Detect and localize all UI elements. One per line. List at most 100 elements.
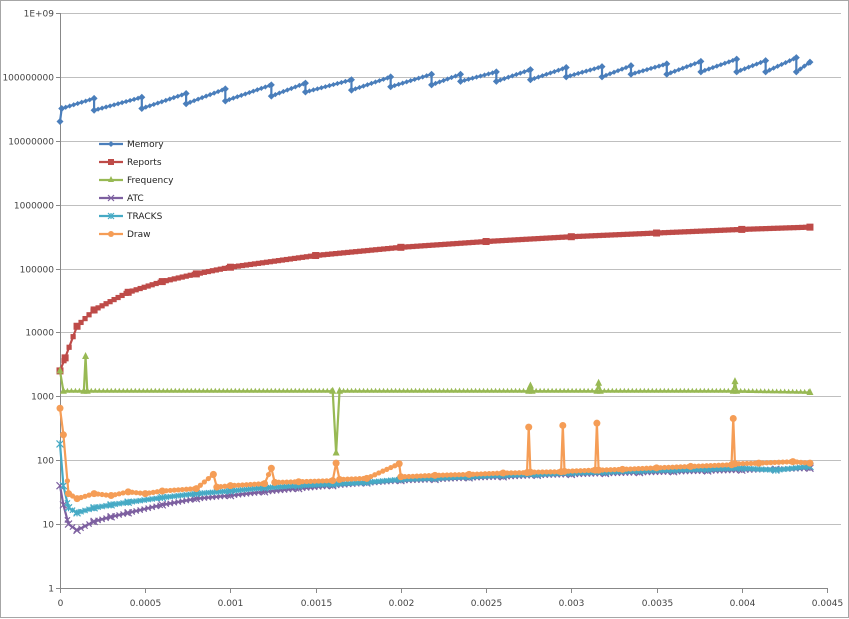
point-marker	[736, 465, 743, 472]
point-marker	[665, 229, 672, 236]
point-marker	[176, 387, 182, 393]
point-marker	[368, 80, 375, 86]
data-point	[332, 448, 340, 456]
point-marker	[325, 251, 331, 257]
point-marker	[651, 465, 658, 471]
point-marker	[791, 56, 797, 62]
point-marker	[641, 387, 647, 393]
point-marker	[589, 467, 596, 473]
point-marker	[72, 387, 78, 393]
point-marker	[107, 299, 113, 305]
point-marker	[143, 104, 149, 110]
point-marker	[368, 473, 374, 480]
point-marker	[417, 387, 423, 393]
point-marker	[112, 492, 118, 498]
y-tick-label: 1000	[31, 393, 54, 403]
point-marker	[507, 237, 513, 243]
point-marker	[303, 254, 310, 260]
point-marker	[725, 387, 731, 393]
point-marker	[329, 251, 335, 257]
legend-label: Memory	[127, 140, 164, 150]
point-marker	[103, 492, 109, 498]
point-marker	[440, 77, 447, 84]
point-marker	[73, 526, 80, 533]
point-marker	[92, 387, 98, 393]
point-marker	[137, 285, 143, 292]
y-tick-label: 10	[43, 521, 55, 531]
point-marker	[296, 82, 302, 89]
point-marker	[700, 463, 706, 469]
point-marker	[221, 265, 227, 271]
point-marker	[239, 262, 246, 269]
point-marker	[520, 470, 526, 476]
point-marker	[418, 243, 424, 249]
data-point	[138, 93, 146, 101]
data-point	[347, 86, 355, 94]
point-marker	[742, 66, 748, 72]
point-marker	[436, 472, 442, 478]
point-marker	[187, 99, 193, 105]
point-marker	[306, 88, 313, 94]
point-marker	[389, 245, 395, 251]
y-tick-label: 10000000	[8, 138, 54, 148]
point-marker	[652, 64, 658, 70]
point-marker	[262, 84, 268, 90]
point-marker	[661, 387, 667, 393]
point-marker	[288, 387, 294, 393]
data-point	[663, 60, 671, 68]
point-marker	[132, 387, 138, 393]
x-tick-label: 0.0005	[130, 599, 162, 609]
point-marker	[535, 235, 541, 242]
point-marker	[412, 76, 418, 83]
point-marker	[619, 66, 625, 72]
point-marker	[486, 471, 492, 477]
point-marker	[485, 71, 492, 77]
point-marker	[758, 59, 764, 66]
data-point	[596, 386, 604, 394]
point-marker	[304, 478, 310, 485]
point-marker	[129, 489, 135, 495]
point-marker	[591, 66, 597, 72]
point-marker	[260, 387, 266, 393]
data-point	[627, 70, 635, 78]
point-marker	[632, 70, 638, 76]
gridlines	[60, 13, 841, 525]
series-reports	[56, 223, 814, 375]
point-marker	[512, 470, 518, 476]
point-marker	[414, 473, 420, 479]
point-marker	[90, 491, 96, 497]
point-marker	[219, 87, 225, 93]
point-marker	[786, 388, 792, 394]
point-marker	[426, 242, 432, 249]
point-marker	[766, 388, 772, 394]
point-marker	[373, 247, 379, 253]
point-marker	[63, 104, 69, 110]
point-marker	[240, 387, 246, 393]
point-marker	[376, 470, 382, 476]
point-marker	[669, 229, 676, 235]
series-line	[58, 355, 810, 455]
point-marker	[91, 95, 97, 102]
point-marker	[623, 64, 629, 71]
point-marker	[123, 290, 129, 296]
point-marker	[791, 225, 797, 231]
point-marker	[608, 467, 614, 473]
point-marker	[525, 67, 531, 73]
point-marker	[718, 62, 724, 68]
point-marker	[318, 85, 325, 91]
point-marker	[696, 463, 702, 469]
point-marker	[643, 465, 650, 471]
point-marker	[426, 472, 432, 479]
point-marker	[794, 459, 800, 465]
point-marker	[772, 459, 778, 466]
point-marker	[211, 90, 217, 96]
point-marker	[601, 387, 607, 393]
point-marker	[697, 387, 703, 393]
point-marker	[215, 88, 221, 95]
point-marker	[729, 227, 736, 233]
point-marker	[533, 387, 539, 393]
point-marker	[322, 84, 329, 90]
point-marker	[676, 67, 682, 73]
point-marker	[107, 492, 113, 499]
point-marker	[665, 464, 672, 470]
